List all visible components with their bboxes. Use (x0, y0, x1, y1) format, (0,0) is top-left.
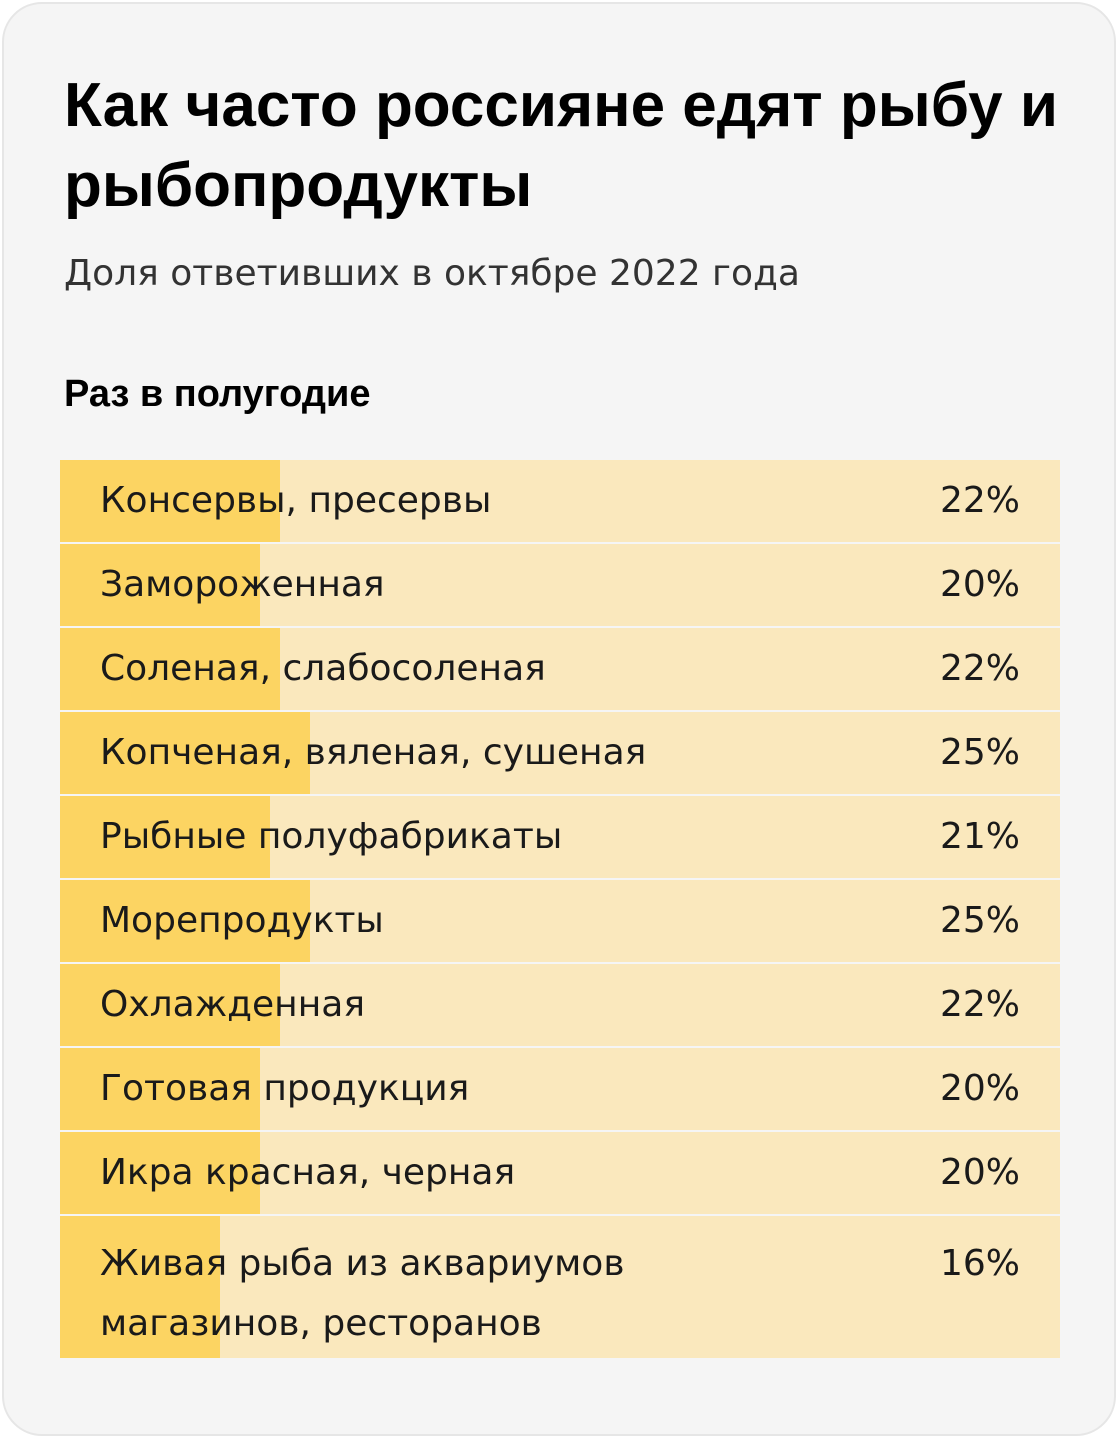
bar-value-label: 20% (939, 564, 1020, 605)
bar-row: Готовая продукция 20% (60, 1048, 1060, 1130)
bar-value-label: 22% (939, 984, 1020, 1025)
bar-row: Соленая, слабосоленая 22% (60, 628, 1060, 710)
bar-row: Рыбные полуфабрикаты 21% (60, 796, 1060, 878)
bar-label: Рыбные полуфабрикаты (100, 816, 563, 857)
bar-row: Живая рыба из аквариумов магазинов, рест… (60, 1216, 1060, 1358)
bar-label: Соленая, слабосоленая (100, 648, 546, 689)
bar (60, 1132, 260, 1214)
bar (60, 880, 310, 962)
bar-value-label: 20% (939, 1068, 1020, 1109)
bar-value-label: 21% (939, 816, 1020, 857)
bar-label: Замороженная (100, 564, 385, 605)
bar (60, 628, 280, 710)
bar-row: Морепродукты 25% (60, 880, 1060, 962)
bar-row: Копченая, вяленая, сушеная 25% (60, 712, 1060, 794)
bar-value-label: 25% (939, 900, 1020, 941)
bar-row: Консервы, пресервы 22% (60, 460, 1060, 542)
bar-label: Морепродукты (100, 900, 384, 941)
bar (60, 1216, 220, 1358)
bar-label: Консервы, пресервы (100, 480, 492, 521)
bar (60, 544, 260, 626)
bar-chart: Консервы, пресервы 22% Замороженная 20% Соле… (60, 460, 1060, 1358)
bar-label: Икра красная, черная (100, 1152, 516, 1193)
bar-value-label: 22% (939, 648, 1020, 689)
bar-row: Охлажденная 22% (60, 964, 1060, 1046)
chart-title: Как часто россияне едят рыбу и рыбопроду… (64, 71, 1058, 220)
group-label: Раз в полугодие (64, 373, 371, 415)
bar (60, 1048, 260, 1130)
bar-label: Живая рыба из аквариумов магазинов, рест… (100, 1243, 625, 1344)
chart-subtitle: Доля ответивших в октябре 2022 года (64, 253, 800, 294)
bar (60, 460, 280, 542)
bar-label: Охлажденная (100, 984, 365, 1025)
bar-value-label: 20% (939, 1152, 1020, 1193)
bar (60, 964, 280, 1046)
bar-value-label: 16% (939, 1243, 1020, 1284)
bar-row: Замороженная 20% (60, 544, 1060, 626)
bar (60, 796, 270, 878)
bar-value-label: 22% (939, 480, 1020, 521)
bar (60, 712, 310, 794)
bar-row: Икра красная, черная 20% (60, 1132, 1060, 1214)
bar-value-label: 25% (939, 732, 1020, 773)
bar-label: Готовая продукция (100, 1068, 470, 1109)
bar-label: Копченая, вяленая, сушеная (100, 732, 647, 773)
